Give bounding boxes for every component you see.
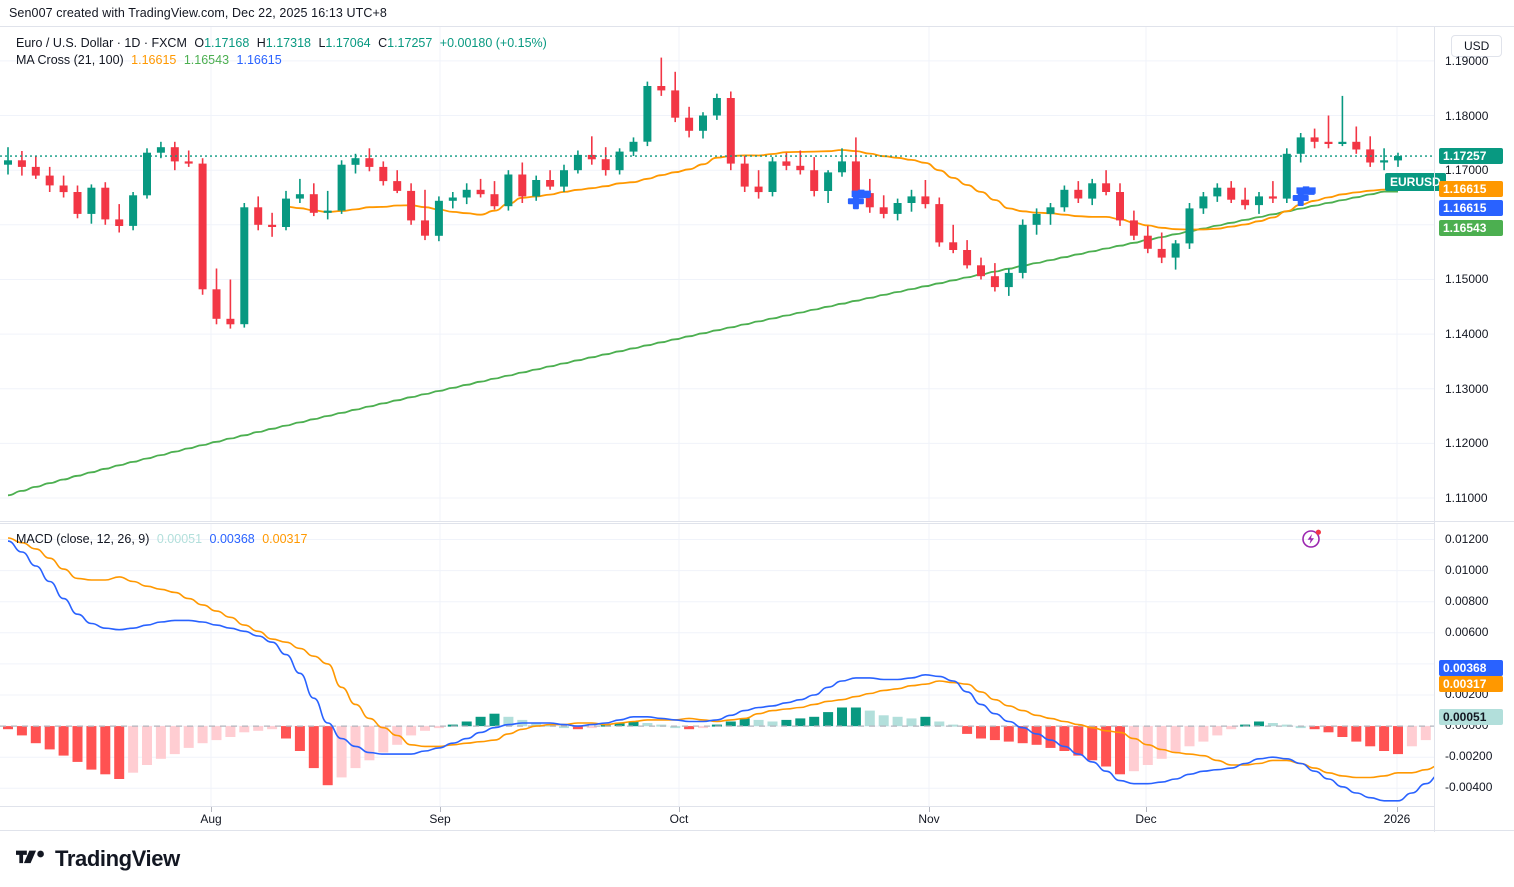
price-axis-tick-1.17000: 1.17000 xyxy=(1445,163,1489,178)
time-axis-tick-Dec: Dec xyxy=(1135,812,1157,826)
last-price-tag: EURUSD xyxy=(1385,173,1446,192)
macd-axis-tick--0.00200: -0.00200 xyxy=(1445,749,1493,764)
macd-badge-macd[interactable]: 0.00368 xyxy=(1439,659,1503,676)
macd-axis-tick-0.00800: 0.00800 xyxy=(1445,593,1489,608)
ma-cross-value-1: 1.16615 xyxy=(131,53,177,67)
time-axis-tick-Oct: Oct xyxy=(669,812,689,826)
ohlc-c-value: 1.17257 xyxy=(387,36,433,50)
price-legend-line2: MA Cross (21, 100) 1.16615 1.16543 1.166… xyxy=(16,52,547,69)
macd-pane[interactable] xyxy=(0,523,1434,807)
price-axis[interactable]: USD 1.19000 1.18000 1.17000 1.15000 1.14000 1… xyxy=(1434,27,1514,832)
footer: TradingView xyxy=(0,831,1514,887)
ma-cross-value-2: 1.16543 xyxy=(183,53,230,67)
price-badge-ma-fast[interactable]: 1.16615 xyxy=(1439,181,1503,198)
macd-legend: MACD (close, 12, 26, 9) 0.00051 0.00368 … xyxy=(16,531,307,548)
price-axis-tick-1.15000: 1.15000 xyxy=(1445,272,1489,287)
chart-frame: Euro / U.S. Dollar · 1D · FXCM O1.17168 … xyxy=(0,26,1514,832)
time-axis-tick-Aug: Aug xyxy=(200,812,222,826)
macd-axis-tick-0.00600: 0.00600 xyxy=(1445,624,1489,639)
price-change: +0.00180 (+0.15%) xyxy=(439,36,547,50)
price-badge-ma-cross[interactable]: 1.16615 xyxy=(1439,200,1503,217)
price-axis-tick-1.18000: 1.18000 xyxy=(1445,108,1489,123)
pane-separator xyxy=(0,521,1514,522)
time-axis-tick-2026: 2026 xyxy=(1383,812,1411,826)
ohlc-o-value: 1.17168 xyxy=(204,36,250,50)
time-axis-tick-Nov: Nov xyxy=(918,812,940,826)
price-legend: Euro / U.S. Dollar · 1D · FXCM O1.17168 … xyxy=(16,35,547,69)
macd-axis-tick-0.01200: 0.01200 xyxy=(1445,531,1489,546)
ohlc-l-value: 1.17064 xyxy=(325,36,371,50)
tradingview-logo-icon xyxy=(16,850,44,864)
time-axis-separator xyxy=(929,807,930,812)
time-axis-separator xyxy=(440,807,441,812)
time-axis-separator xyxy=(1397,807,1398,812)
price-axis-tick-1.19000: 1.19000 xyxy=(1445,53,1489,68)
price-badge-last[interactable]: 1.17257 xyxy=(1439,148,1503,165)
macd-title[interactable]: MACD (close, 12, 26, 9) xyxy=(16,532,150,546)
last-price-symbol: EURUSD xyxy=(1390,175,1441,190)
price-axis-tick-1.11000: 1.11000 xyxy=(1445,491,1488,506)
ohlc-o-label: O xyxy=(194,36,205,50)
price-plot[interactable] xyxy=(0,27,1434,521)
ohlc-h-value: 1.17318 xyxy=(265,36,311,50)
ohlc-h-label: H xyxy=(256,36,266,50)
time-axis-separator xyxy=(211,807,212,812)
macd-hist-value: 0.00051 xyxy=(156,532,203,546)
macd-plot[interactable] xyxy=(0,524,1434,807)
time-axis-separator xyxy=(1146,807,1147,812)
lightning-idea-badge-icon[interactable] xyxy=(1301,527,1323,549)
macd-line-value: 0.00368 xyxy=(209,532,255,546)
price-axis-tick-1.13000: 1.13000 xyxy=(1445,381,1489,396)
price-axis-tick-1.12000: 1.12000 xyxy=(1445,436,1489,451)
macd-axis-tick-0.01000: 0.01000 xyxy=(1445,562,1489,577)
attribution-text: Sen007 created with TradingView.com, Dec… xyxy=(9,6,387,20)
symbol-title[interactable]: Euro / U.S. Dollar · 1D · FXCM xyxy=(16,36,187,50)
ma-cross-value-3: 1.16615 xyxy=(236,53,282,67)
time-axis-separator xyxy=(679,807,680,812)
attribution-bar: Sen007 created with TradingView.com, Dec… xyxy=(0,0,1514,26)
currency-chip[interactable]: USD xyxy=(1451,35,1503,57)
ohlc-c-label: C xyxy=(378,36,388,50)
macd-axis-tick--0.00400: -0.00400 xyxy=(1445,780,1493,795)
price-badge-ma-slow[interactable]: 1.16543 xyxy=(1439,220,1503,237)
tradingview-brand-text: TradingView xyxy=(55,846,180,871)
ohlc-l-label: L xyxy=(318,36,326,50)
price-axis-tick-1.14000: 1.14000 xyxy=(1445,327,1489,342)
time-axis[interactable]: Aug Sep Oct Nov Dec 2026 xyxy=(0,806,1434,832)
price-pane[interactable] xyxy=(0,27,1434,521)
price-legend-line1: Euro / U.S. Dollar · 1D · FXCM O1.17168 … xyxy=(16,35,547,52)
macd-signal-value: 0.00317 xyxy=(262,532,308,546)
macd-badge-signal[interactable]: 0.00317 xyxy=(1439,675,1503,692)
ma-cross-title[interactable]: MA Cross (21, 100) xyxy=(16,53,124,67)
time-axis-tick-Sep: Sep xyxy=(429,812,451,826)
macd-badge-histogram[interactable]: 0.00051 xyxy=(1439,709,1503,726)
